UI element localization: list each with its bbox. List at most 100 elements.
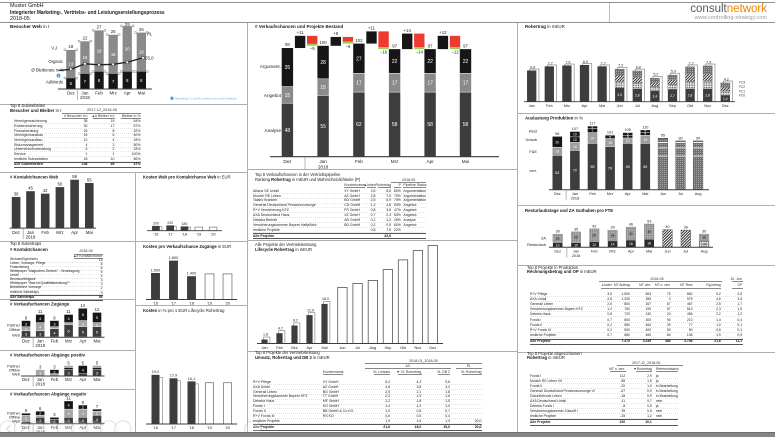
svg-text:2: 2 (39, 411, 41, 416)
svg-text:Okt: Okt (400, 346, 407, 350)
svg-text:Resturlaub: Resturlaub (527, 242, 546, 247)
svg-text:5: 5 (644, 130, 646, 134)
svg-text:15: 15 (320, 85, 326, 91)
svg-text:Alle Projekte der Vertriebslei: Alle Projekte der Vertriebsleistung (255, 242, 317, 247)
svg-text:40: 40 (665, 225, 669, 229)
svg-text:3: 3 (82, 418, 84, 423)
svg-text:25: 25 (574, 236, 578, 240)
svg-text:25: 25 (611, 234, 615, 238)
svg-text:3: 3 (25, 416, 27, 421)
svg-text:7,9: 7,9 (706, 60, 711, 64)
svg-text:Feb: Feb (95, 91, 103, 96)
svg-text:4,2: 4,2 (724, 77, 729, 81)
svg-text:Feb: Feb (41, 230, 49, 235)
svg-text:220: 220 (167, 221, 173, 225)
svg-text:PL: PL (147, 32, 153, 37)
svg-text:Apr: Apr (79, 338, 86, 343)
svg-text:Offline: Offline (9, 367, 20, 372)
svg-text:2018: 2018 (572, 254, 580, 258)
svg-text:Auslastung Produktion in %: Auslastung Produktion in % (525, 116, 583, 121)
svg-text:Mai: Mai (462, 159, 469, 164)
svg-text:Jan: Jan (529, 104, 535, 108)
svg-text:4: 4 (68, 403, 71, 408)
svg-text:Mrz: Mrz (291, 346, 297, 350)
svg-text:Jul: Jul (635, 104, 640, 108)
svg-text:8: 8 (126, 78, 129, 83)
svg-text:5: 5 (25, 408, 28, 413)
svg-text:11: 11 (66, 396, 71, 401)
svg-text:3: 3 (25, 332, 27, 337)
svg-text:Dez: Dez (22, 425, 30, 430)
svg-text:5,9: 5,9 (671, 70, 676, 74)
svg-text:62: 62 (356, 122, 362, 128)
svg-text:4: 4 (68, 316, 71, 321)
svg-text:FC1: FC1 (739, 89, 745, 93)
svg-text:7: 7 (96, 404, 99, 409)
svg-text:7: 7 (112, 79, 115, 84)
svg-text:Partner: Partner (7, 410, 20, 415)
svg-text:Mrz: Mrz (56, 230, 63, 235)
svg-text:+11: +11 (368, 26, 376, 31)
svg-text:Mai: Mai (86, 230, 93, 235)
svg-text:18,0: 18,0 (322, 297, 329, 301)
svg-text:Feb: Feb (591, 250, 598, 254)
svg-text:11: 11 (38, 309, 43, 314)
svg-text:i: i (58, 74, 59, 78)
svg-text:39: 39 (610, 226, 614, 230)
svg-text:2018: 2018 (571, 197, 579, 201)
svg-text:8,2: 8,2 (293, 319, 298, 323)
svg-text:Apr: Apr (307, 346, 314, 350)
svg-text:6,8: 6,8 (530, 65, 535, 69)
svg-text:39: 39 (684, 226, 688, 230)
svg-text:58: 58 (427, 122, 433, 128)
svg-text:Jun: Jun (664, 250, 670, 254)
svg-text:Angebot: Angebot (264, 93, 282, 98)
svg-text:85: 85 (643, 165, 647, 169)
svg-text:2: 2 (53, 369, 55, 374)
svg-text:8: 8 (140, 78, 143, 83)
svg-text:46: 46 (629, 223, 633, 227)
svg-text:Jan: Jan (319, 159, 327, 164)
svg-text:5: 5 (609, 136, 611, 140)
svg-text:'19: '19 (207, 426, 212, 430)
svg-text:30: 30 (592, 234, 596, 238)
svg-text:200: 200 (153, 222, 159, 226)
svg-text:Ø Bleiberate in %: Ø Bleiberate in % (31, 68, 64, 73)
svg-text:5: 5 (96, 315, 98, 320)
svg-text:Analyse: Analyse (265, 128, 282, 133)
svg-text:13: 13 (69, 62, 74, 67)
svg-text:Aug: Aug (370, 346, 377, 350)
svg-text:55,0: 55,0 (145, 56, 154, 61)
svg-text:117: 117 (589, 122, 595, 126)
svg-text:7: 7 (84, 79, 87, 84)
svg-text:V.J: V.J (51, 46, 57, 51)
svg-text:Dez: Dez (22, 377, 30, 382)
svg-text:2,8: 2,8 (688, 94, 693, 98)
svg-text:20: 20 (591, 136, 595, 140)
svg-text:Jul: Jul (683, 250, 688, 254)
svg-text:'16: '16 (153, 302, 158, 306)
svg-text:Kosten Web pro Kontaktchance W: Kosten Web pro Kontaktchance Web in EUR (143, 175, 231, 180)
svg-text:30: 30 (556, 230, 560, 234)
svg-text:4,7: 4,7 (278, 326, 283, 330)
svg-text:# Verkaufschancen und Projekte: # Verkaufschancen und Projekte Bestand (255, 24, 344, 29)
svg-text:1.400: 1.400 (187, 272, 197, 276)
svg-text:5: 5 (70, 81, 73, 86)
svg-text:Apr: Apr (625, 192, 632, 196)
svg-text:Argument.: Argument. (260, 64, 281, 69)
svg-text:3: 3 (53, 412, 56, 417)
svg-text:AdWords: AdWords (46, 80, 63, 85)
svg-text:Feb: Feb (276, 346, 283, 350)
svg-text:Urlaub: Urlaub (526, 137, 537, 142)
svg-text:Mai: Mai (94, 425, 101, 430)
svg-text:−6: −6 (345, 44, 351, 49)
svg-text:Nov: Nov (704, 104, 711, 108)
svg-text:85: 85 (590, 165, 594, 169)
svg-text:2,8: 2,8 (705, 94, 710, 98)
svg-text:'16: '16 (153, 426, 158, 430)
svg-text:ZA: ZA (541, 235, 546, 240)
svg-text:90: 90 (696, 136, 700, 140)
svg-text:Dez: Dez (283, 159, 292, 164)
svg-text:+14: +14 (404, 28, 412, 33)
svg-text:15: 15 (573, 145, 577, 149)
